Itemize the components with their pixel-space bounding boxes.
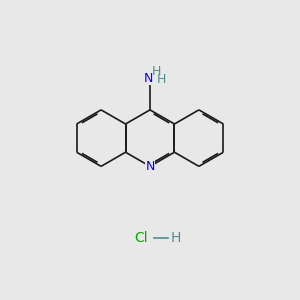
Text: H: H <box>157 73 166 86</box>
Text: N: N <box>144 72 153 85</box>
Text: N: N <box>145 160 155 173</box>
Text: H: H <box>151 65 160 78</box>
Text: H: H <box>171 231 181 245</box>
Text: Cl: Cl <box>134 231 148 245</box>
